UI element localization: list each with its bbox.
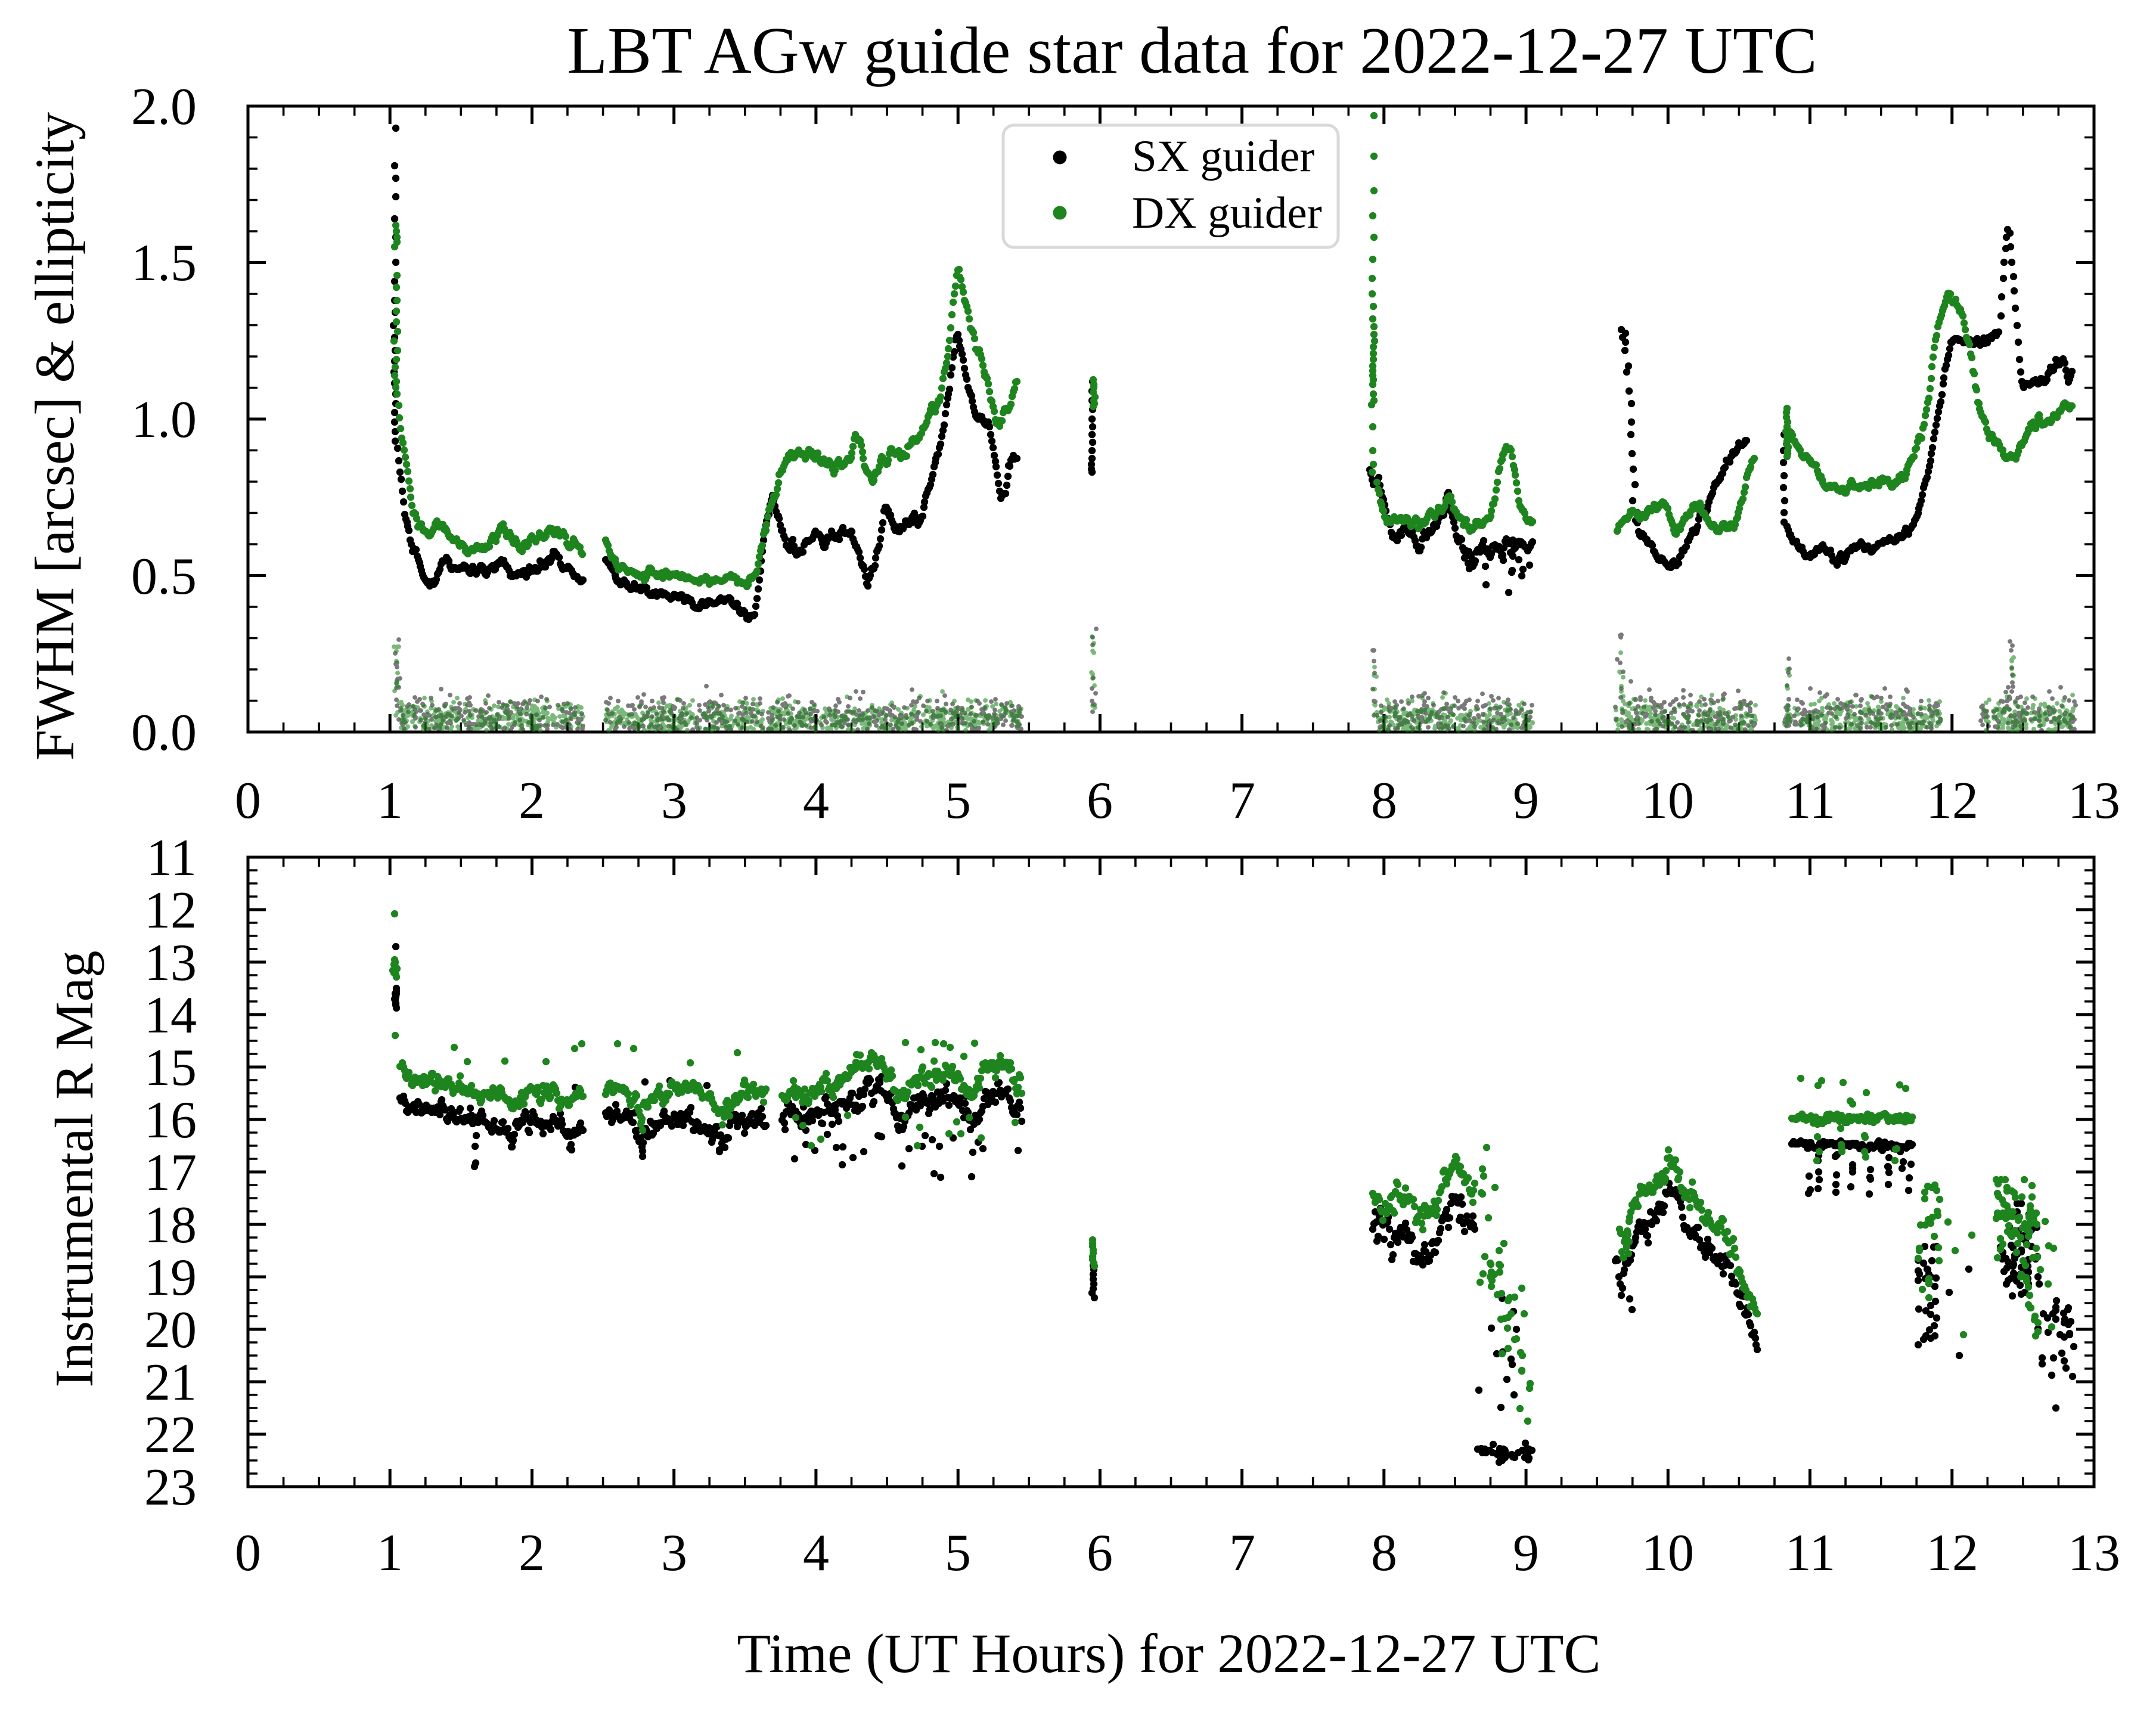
- svg-text:4: 4: [803, 772, 829, 830]
- svg-text:DX guider: DX guider: [1132, 188, 1322, 238]
- svg-text:17: 17: [144, 1144, 197, 1202]
- svg-text:13: 13: [144, 934, 197, 992]
- svg-text:22: 22: [144, 1406, 197, 1464]
- svg-text:16: 16: [144, 1091, 197, 1149]
- svg-text:8: 8: [1371, 1524, 1397, 1582]
- svg-text:7: 7: [1229, 1524, 1255, 1582]
- svg-text:20: 20: [144, 1301, 197, 1359]
- svg-text:1.5: 1.5: [131, 234, 197, 292]
- svg-text:23: 23: [144, 1459, 197, 1516]
- svg-text:19: 19: [144, 1249, 197, 1307]
- svg-text:13: 13: [2068, 772, 2120, 830]
- svg-text:13: 13: [2068, 1524, 2120, 1582]
- svg-text:11: 11: [1785, 1524, 1836, 1582]
- svg-text:6: 6: [1087, 1524, 1113, 1582]
- svg-text:2: 2: [519, 1524, 545, 1582]
- svg-text:5: 5: [945, 772, 971, 830]
- svg-text:12: 12: [1926, 1524, 1978, 1582]
- svg-text:12: 12: [1926, 772, 1978, 830]
- svg-text:0.0: 0.0: [131, 704, 197, 762]
- svg-text:0.5: 0.5: [131, 548, 197, 606]
- svg-text:10: 10: [1642, 772, 1694, 830]
- svg-text:5: 5: [945, 1524, 971, 1582]
- svg-text:LBT AGw guide star data for 20: LBT AGw guide star data for 2022-12-27 U…: [567, 14, 1817, 88]
- svg-text:15: 15: [144, 1039, 197, 1097]
- svg-text:9: 9: [1513, 1524, 1539, 1582]
- svg-text:7: 7: [1229, 772, 1255, 830]
- svg-text:Instrumental R Mag: Instrumental R Mag: [44, 951, 104, 1388]
- svg-text:2: 2: [519, 772, 545, 830]
- svg-text:1.0: 1.0: [131, 391, 197, 449]
- svg-text:18: 18: [144, 1196, 197, 1254]
- svg-text:0: 0: [235, 772, 261, 830]
- svg-text:14: 14: [144, 987, 197, 1044]
- svg-text:9: 9: [1513, 772, 1539, 830]
- svg-text:12: 12: [144, 882, 197, 939]
- svg-text:FWHM [arcsec] & ellipticity: FWHM [arcsec] & ellipticity: [24, 112, 86, 761]
- svg-text:10: 10: [1642, 1524, 1694, 1582]
- svg-text:4: 4: [803, 1524, 829, 1582]
- svg-text:0: 0: [235, 1524, 261, 1582]
- svg-text:8: 8: [1371, 772, 1397, 830]
- svg-text:SX guider: SX guider: [1132, 132, 1314, 181]
- svg-text:11: 11: [1785, 772, 1836, 830]
- svg-text:2.0: 2.0: [131, 78, 197, 136]
- svg-text:6: 6: [1087, 772, 1113, 830]
- svg-text:21: 21: [144, 1354, 197, 1412]
- svg-text:1: 1: [377, 772, 403, 830]
- svg-text:1: 1: [377, 1524, 403, 1582]
- svg-text:11: 11: [146, 829, 197, 887]
- svg-text:Time (UT Hours) for 2022-12-27: Time (UT Hours) for 2022-12-27 UTC: [737, 1623, 1600, 1685]
- svg-text:3: 3: [661, 772, 687, 830]
- svg-text:3: 3: [661, 1524, 687, 1582]
